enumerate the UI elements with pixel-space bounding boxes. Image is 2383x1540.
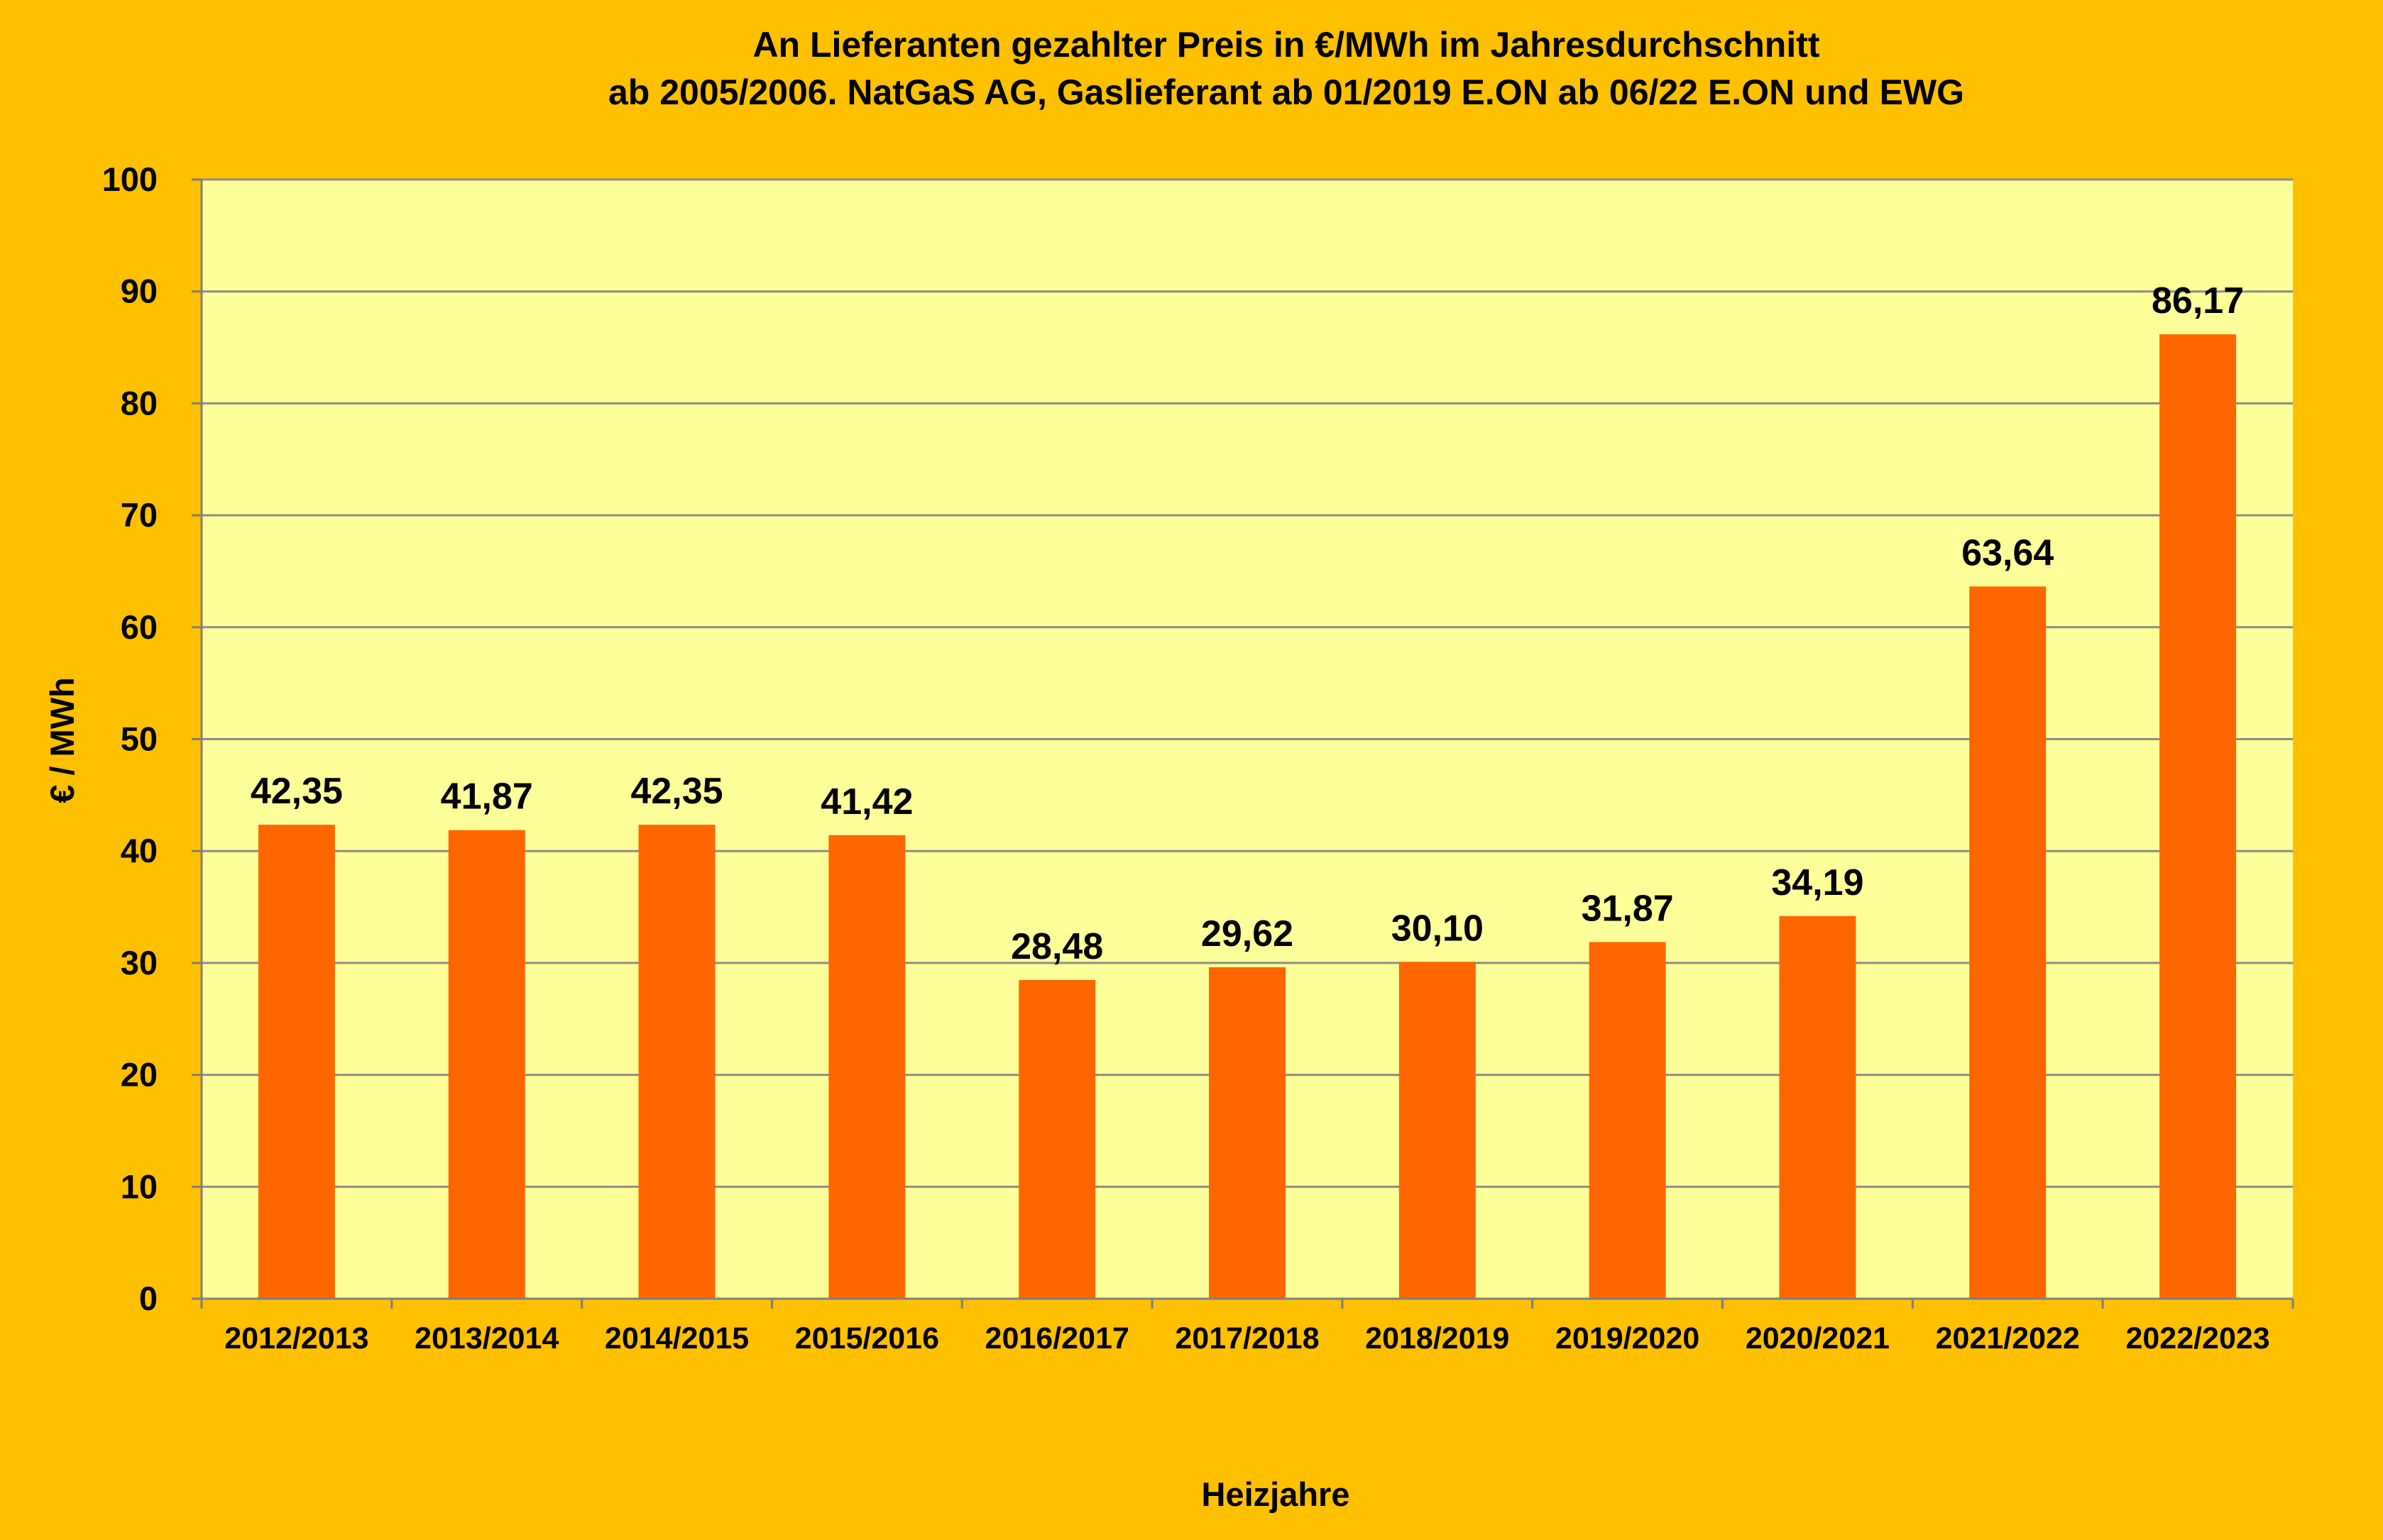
- bar: [448, 830, 525, 1299]
- x-tick-label: 2017/2018: [1175, 1321, 1319, 1355]
- y-tick-label: 50: [121, 720, 158, 758]
- chart-title-line-2: ab 2005/2006. NatGaS AG, Gaslieferant ab…: [608, 72, 1964, 112]
- y-tick-label: 10: [121, 1167, 158, 1205]
- x-tick-label: 2014/2015: [605, 1321, 749, 1355]
- bar: [828, 835, 906, 1299]
- y-tick-labels: 0 10 20 30 40 50 60 70 80 90 100: [102, 160, 158, 1317]
- x-axis-title: Heizjahre: [1202, 1475, 1350, 1513]
- axes: [192, 178, 2294, 1309]
- data-label: 42,35: [251, 771, 343, 812]
- x-tick-label: 2016/2017: [985, 1321, 1129, 1355]
- y-tick-label: 20: [121, 1056, 158, 1094]
- x-tick-label: 2015/2016: [795, 1321, 939, 1355]
- bar: [2159, 334, 2237, 1299]
- x-tick-label: 2020/2021: [1746, 1321, 1890, 1355]
- bar: [1209, 967, 1286, 1299]
- bar: [258, 825, 335, 1299]
- y-tick-label: 100: [102, 160, 158, 198]
- y-axis-title: € / MWh: [43, 677, 81, 803]
- y-tick-label: 0: [139, 1280, 158, 1317]
- x-tick-labels: 2012/2013 2013/2014 2014/2015 2015/2016 2016…: [224, 1321, 2269, 1355]
- y-tick-label: 30: [121, 944, 158, 981]
- bar: [1779, 915, 1856, 1299]
- y-tick-label: 60: [121, 608, 158, 646]
- y-tick-label: 90: [121, 273, 158, 310]
- bar: [1019, 979, 1096, 1299]
- data-label: 29,62: [1201, 913, 1293, 955]
- data-label: 41,87: [441, 776, 533, 818]
- data-label: 41,42: [821, 781, 913, 823]
- x-tick-label: 2022/2023: [2125, 1321, 2269, 1355]
- data-label: 28,48: [1011, 926, 1103, 967]
- x-tick-label: 2021/2022: [1936, 1321, 2080, 1355]
- data-labels: 42,35 41,87 42,35 41,42 28,48 29,62 30,10 31,87…: [251, 280, 2244, 967]
- y-tick-label: 70: [121, 496, 158, 534]
- y-tick-label: 40: [121, 832, 158, 869]
- data-label: 31,87: [1582, 888, 1674, 929]
- chart-title-line-1: An Lieferanten gezahlter Preis in €/MWh …: [752, 25, 1819, 65]
- bar: [1398, 962, 1476, 1299]
- data-label: 42,35: [630, 771, 723, 812]
- bar: [1969, 586, 2047, 1299]
- x-tick-label: 2013/2014: [415, 1321, 559, 1355]
- data-label: 30,10: [1391, 908, 1484, 949]
- y-tick-label: 80: [121, 384, 158, 422]
- bars: [258, 334, 2237, 1299]
- data-label: 34,19: [1771, 862, 1863, 903]
- data-label: 86,17: [2152, 280, 2244, 321]
- x-tick-label: 2012/2013: [224, 1321, 368, 1355]
- data-label: 63,64: [1961, 532, 2054, 573]
- x-tick-label: 2018/2019: [1365, 1321, 1509, 1355]
- bar: [1589, 942, 1666, 1299]
- x-tick-label: 2019/2020: [1555, 1321, 1699, 1355]
- bar: [638, 825, 716, 1299]
